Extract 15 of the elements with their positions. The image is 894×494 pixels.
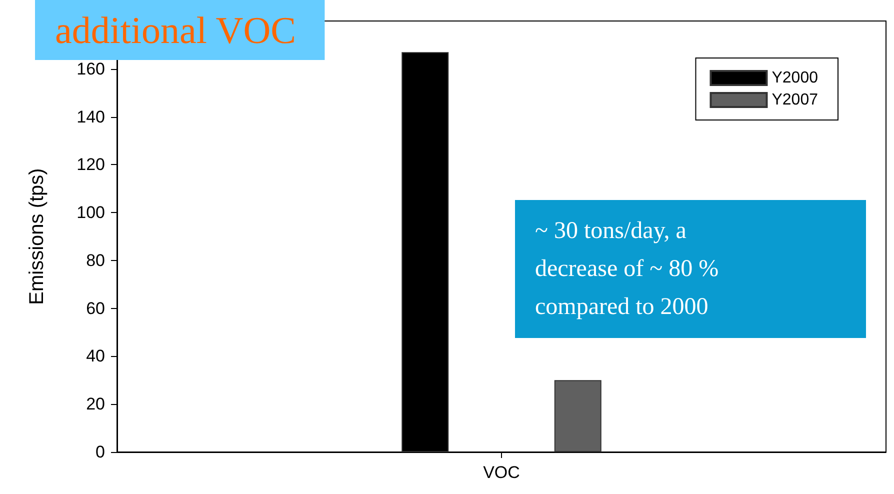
legend-label: Y2007 bbox=[772, 92, 818, 108]
y-tick-label: 140 bbox=[76, 107, 105, 126]
y-tick-label: 160 bbox=[76, 59, 105, 78]
legend-label: Y2000 bbox=[772, 70, 818, 86]
y-tick-label: 100 bbox=[76, 203, 105, 222]
y-tick-label: 0 bbox=[96, 442, 105, 462]
y-tick-label: 20 bbox=[86, 394, 105, 414]
y-axis-title: Emissions (tps) bbox=[26, 168, 48, 305]
y-tick-label: 120 bbox=[76, 155, 105, 174]
chart-title: additional VOC bbox=[55, 10, 296, 52]
x-tick-label: VOC bbox=[483, 463, 520, 482]
y-tick-label: 60 bbox=[86, 298, 105, 318]
y-tick-label: 80 bbox=[86, 250, 105, 270]
y-tick-label: 40 bbox=[86, 346, 105, 366]
note-box: ~ 30 tons/day, a decrease of ~ 80 % compared to 2000 bbox=[515, 200, 866, 338]
